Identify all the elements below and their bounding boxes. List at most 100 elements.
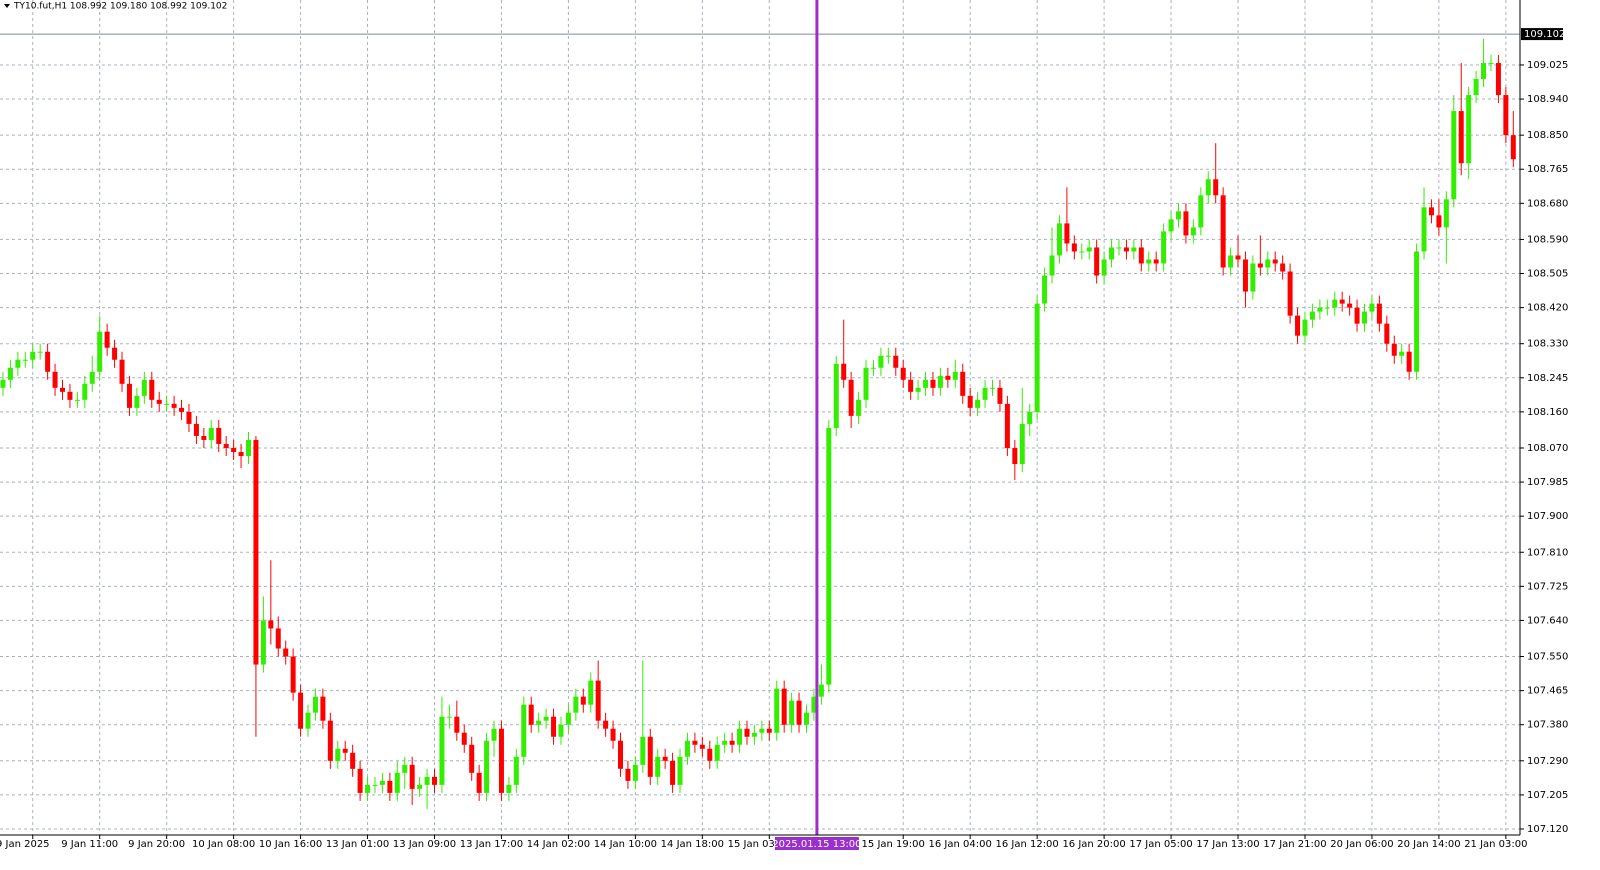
y-tick-label: 108.330 bbox=[1527, 339, 1568, 350]
candle-body bbox=[990, 387, 996, 389]
y-tick-label: 107.290 bbox=[1527, 756, 1568, 767]
candle-body bbox=[1406, 351, 1412, 372]
candle-body bbox=[1161, 231, 1167, 264]
candle-body bbox=[1064, 223, 1070, 244]
candle-body bbox=[82, 383, 88, 400]
candle-body bbox=[1362, 311, 1368, 324]
candle-body bbox=[1399, 351, 1405, 356]
x-tick-label: 14 Jan 02:00 bbox=[527, 839, 590, 850]
candle-body bbox=[52, 371, 58, 388]
candle-body bbox=[119, 359, 125, 384]
candle-body bbox=[1421, 207, 1427, 252]
candle-body bbox=[342, 748, 348, 753]
candle-body bbox=[952, 371, 958, 380]
x-tick-label: 16 Jan 04:00 bbox=[929, 839, 992, 850]
candle-body bbox=[997, 387, 1003, 404]
candle-body bbox=[1012, 447, 1018, 465]
candle-body bbox=[15, 359, 21, 368]
candle-body bbox=[975, 399, 981, 408]
candle-body bbox=[1004, 403, 1010, 448]
candle-body bbox=[617, 740, 623, 769]
y-tick-label: 108.680 bbox=[1527, 198, 1568, 209]
candle-body bbox=[379, 780, 385, 785]
candle-body bbox=[1176, 211, 1182, 220]
candle-body bbox=[573, 696, 579, 713]
candle-body bbox=[126, 383, 132, 408]
y-tick-label: 107.725 bbox=[1527, 581, 1568, 592]
candle-body bbox=[491, 728, 497, 741]
candle-body bbox=[684, 740, 690, 757]
candle-body bbox=[298, 692, 304, 729]
candle-body bbox=[1250, 263, 1256, 292]
candle-body bbox=[260, 620, 266, 665]
candle-body bbox=[781, 688, 787, 725]
candle-body bbox=[908, 379, 914, 392]
y-tick-label: 108.765 bbox=[1527, 164, 1568, 175]
candle-body bbox=[1443, 199, 1449, 228]
candle-body bbox=[149, 379, 155, 400]
candle-body bbox=[1309, 311, 1315, 320]
candle-body bbox=[1458, 111, 1464, 164]
candle-body bbox=[848, 379, 854, 416]
y-tick-label: 108.420 bbox=[1527, 303, 1568, 314]
candle-body bbox=[1451, 111, 1457, 200]
candle-body bbox=[640, 736, 646, 765]
candle-body bbox=[141, 379, 147, 396]
candle-body bbox=[937, 375, 943, 388]
candle-body bbox=[424, 776, 430, 785]
candle-body bbox=[766, 728, 772, 733]
candle-body bbox=[1042, 275, 1048, 304]
candle-body bbox=[1257, 263, 1263, 268]
x-tick-label: 20 Jan 14:00 bbox=[1397, 839, 1460, 850]
chart-title: TY10.fut,H1 108.992 109.180 108.992 109.… bbox=[13, 2, 227, 12]
y-tick-label: 108.850 bbox=[1527, 130, 1568, 141]
candle-body bbox=[201, 435, 207, 440]
y-tick-label: 107.985 bbox=[1527, 477, 1568, 488]
candle-body bbox=[1466, 95, 1472, 164]
candle-body bbox=[900, 367, 906, 380]
candle-body bbox=[670, 760, 676, 785]
candle-body bbox=[74, 399, 80, 401]
candle-body bbox=[268, 620, 274, 629]
candle-body bbox=[476, 772, 482, 793]
candle-body bbox=[0, 379, 6, 388]
candles bbox=[0, 38, 1516, 809]
candle-body bbox=[439, 716, 445, 785]
x-tick-label: 9 Jan 20:00 bbox=[128, 839, 185, 850]
candle-body bbox=[856, 399, 862, 416]
candle-body bbox=[513, 756, 519, 785]
candle-body bbox=[551, 716, 557, 737]
x-tick-label: 14 Jan 10:00 bbox=[594, 839, 657, 850]
candle-body bbox=[498, 728, 504, 793]
candle-body bbox=[245, 439, 251, 457]
y-tick-label: 108.070 bbox=[1527, 443, 1568, 454]
candle-body bbox=[1265, 259, 1271, 268]
candle-body bbox=[45, 351, 51, 372]
candle-body bbox=[484, 740, 490, 793]
candle-body bbox=[1324, 307, 1330, 309]
x-tick-label: 21 Jan 03:00 bbox=[1464, 839, 1527, 850]
y-tick-label: 107.550 bbox=[1527, 652, 1568, 663]
candle-body bbox=[528, 704, 534, 725]
candle-body bbox=[1138, 247, 1144, 264]
candle-body bbox=[1503, 95, 1509, 136]
candle-body bbox=[967, 395, 973, 408]
x-tick-label: 17 Jan 13:00 bbox=[1196, 839, 1259, 850]
candle-body bbox=[179, 407, 185, 412]
candle-body bbox=[231, 447, 237, 452]
candle-body bbox=[632, 764, 638, 781]
x-tick-label: 20 Jan 06:00 bbox=[1330, 839, 1393, 850]
time-marker-box bbox=[774, 837, 859, 850]
candle-body bbox=[1369, 303, 1375, 312]
candle-body bbox=[417, 784, 423, 789]
candle-body bbox=[253, 439, 259, 665]
candle-body bbox=[1109, 247, 1115, 260]
candle-body bbox=[558, 724, 564, 737]
candle-body bbox=[714, 744, 720, 761]
x-tick-label: 10 Jan 16:00 bbox=[259, 839, 322, 850]
candle-body bbox=[275, 628, 281, 649]
y-tick-label: 107.900 bbox=[1527, 511, 1568, 522]
candle-body bbox=[1205, 179, 1211, 196]
candle-body bbox=[223, 443, 229, 448]
